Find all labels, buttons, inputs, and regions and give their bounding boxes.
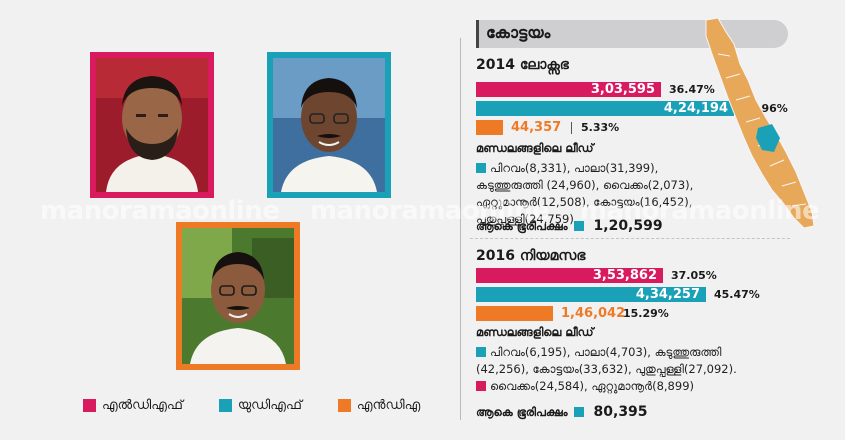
total-label-2016: ആകെ ഭൂരിപക്ഷം	[476, 404, 568, 419]
bar-nda-2016	[476, 306, 553, 321]
total-value-2016: 80,395	[593, 404, 648, 420]
kottayam-region	[756, 124, 780, 152]
bar-ldf-2016: 3,53,862	[476, 268, 663, 283]
portrait-nda	[182, 228, 294, 364]
total-value-2014: 1,20,599	[593, 218, 663, 234]
district-title: കോട്ടയം	[486, 23, 551, 42]
portrait-udf	[273, 58, 385, 192]
udf-marker	[476, 347, 486, 357]
lead-heading-2016: മണ്ഡലങ്ങളിലെ ലീഡ്	[476, 325, 594, 339]
percent-label-ldf-2014: 36.47%	[669, 83, 715, 96]
value-label-nda-2016: 1,46,042	[561, 306, 626, 321]
portrait-ldf	[96, 58, 208, 192]
legend-swatch-ldf	[83, 399, 96, 412]
nda-candidate-photo	[176, 222, 300, 370]
section-separator	[470, 238, 790, 239]
total-majority-2014: ആകെ ഭൂരിപക്ഷം 1,20,599	[476, 218, 663, 234]
legend-swatch-udf	[218, 399, 232, 412]
ldf-marker	[476, 381, 486, 391]
lead-list-2014: പിറവം(8,331), പാലാ(31,399), കടുത്തുരുത്ത…	[476, 160, 726, 228]
udf-marker	[573, 407, 584, 417]
lead-udf-2014: പിറവം(8,331), പാലാ(31,399), കടുത്തുരുത്ത…	[476, 161, 694, 226]
lead-udf-2016: പിറവം(6,195), പാലാ(4,703), കടുത്തുരുത്തി…	[476, 345, 737, 376]
column-divider	[460, 38, 461, 420]
udf-marker	[476, 163, 486, 173]
district-header: കോട്ടയം	[476, 20, 788, 48]
section-title-2016: 2016 നിയമസഭ	[476, 248, 586, 264]
legend-swatch-nda	[337, 399, 351, 412]
bar-udf-2014: 4,24,194	[476, 101, 734, 116]
lead-list-2016: പിറവം(6,195), പാലാ(4,703), കടുത്തുരുത്തി…	[476, 344, 776, 395]
legend-label-ldf: എൽഡിഎഫ്	[102, 398, 183, 413]
section-title-2014: 2014 ലോക്സഭ	[476, 57, 569, 73]
percent-label-nda-2014: 5.33%	[581, 121, 620, 134]
udf-marker	[573, 221, 584, 231]
percent-label-udf-2016: 45.47%	[714, 288, 760, 301]
value-label-nda-2014: 44,357	[511, 120, 562, 135]
legend-item-udf: യുഡിഎഫ്	[218, 398, 302, 413]
total-label-2014: ആകെ ഭൂരിപക്ഷം	[476, 218, 568, 233]
bar-udf-2016: 4,34,257	[476, 287, 706, 302]
ldf-candidate-photo	[90, 52, 214, 198]
legend-item-nda: എൻഡിഎ	[337, 398, 421, 413]
percent-label-nda-2016: 15.29%	[623, 307, 669, 320]
bar-nda-2014	[476, 120, 503, 135]
udf-candidate-photo	[267, 52, 391, 198]
legend-label-nda: എൻഡിഎ	[356, 398, 421, 413]
legend-label-udf: യുഡിഎഫ്	[237, 398, 302, 413]
percent-label-ldf-2016: 37.05%	[671, 269, 717, 282]
separator-tick	[571, 122, 572, 134]
lead-ldf-2016: വൈക്കം(24,584), ഏറ്റുമാനൂർ(8,899)	[490, 379, 694, 393]
kerala-map	[705, 17, 815, 229]
lead-heading-2014: മണ്ഡലങ്ങളിലെ ലീഡ്	[476, 141, 594, 155]
party-legend: എൽഡിഎഫ് യുഡിഎഫ് എൻഡിഎ	[83, 398, 420, 413]
legend-item-ldf: എൽഡിഎഫ്	[83, 398, 183, 413]
bar-ldf-2014: 3,03,595	[476, 82, 661, 97]
total-majority-2016: ആകെ ഭൂരിപക്ഷം 80,395	[476, 404, 648, 420]
